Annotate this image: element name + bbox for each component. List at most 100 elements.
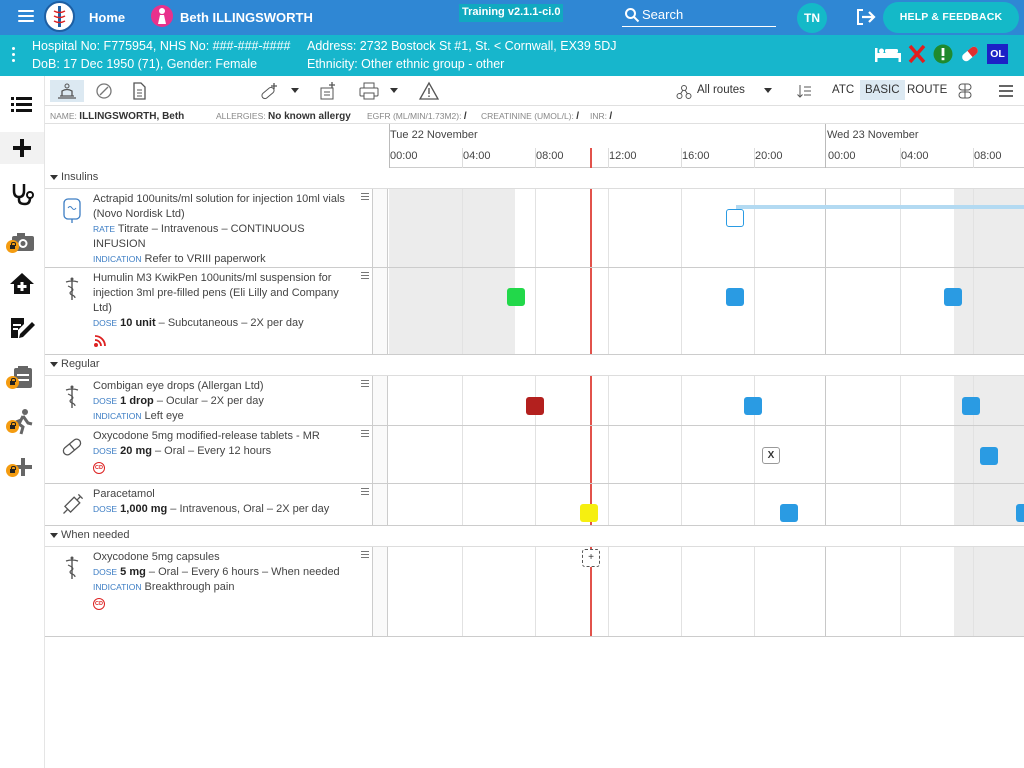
medication-row[interactable]: Humulin M3 KwikPen 100units/ml suspensio…: [45, 268, 1024, 355]
dose-marker-missed[interactable]: [526, 397, 544, 415]
clipboard-icon[interactable]: [6, 362, 38, 394]
atc-view-button[interactable]: ATC: [832, 84, 855, 96]
chevron-down-icon[interactable]: [50, 175, 58, 180]
dose-marker-scheduled[interactable]: [744, 397, 762, 415]
dose-marker-due[interactable]: [580, 504, 598, 522]
dose-amount: 1,000 mg: [120, 503, 168, 515]
more-vertical-icon[interactable]: [12, 47, 16, 65]
stethoscope-icon[interactable]: [6, 178, 38, 210]
dose-details: – Subcutaneous – 2X per day: [155, 317, 304, 329]
rate-value: Titrate – Intravenous – CONTINUOUS INFUS…: [93, 223, 305, 250]
dose-marker-scheduled[interactable]: [980, 447, 998, 465]
dose-marker-administered[interactable]: [507, 288, 525, 306]
print-icon[interactable]: [357, 80, 381, 102]
patient-ethnicity: Ethnicity: Other ethnic group - other: [307, 57, 505, 71]
add-plus-icon[interactable]: [0, 132, 44, 164]
current-time-line: [590, 168, 592, 637]
dose-marker-scheduled[interactable]: [726, 209, 744, 227]
hamburger-menu-icon[interactable]: [998, 84, 1014, 98]
dose-marker-scheduled[interactable]: [726, 288, 744, 306]
indication-value: Refer to VRIII paperwork: [144, 253, 266, 265]
camera-icon[interactable]: [6, 226, 38, 258]
add-locked-icon[interactable]: [6, 450, 38, 482]
route-view-button[interactable]: ROUTE: [907, 84, 948, 96]
warning-icon[interactable]: [417, 80, 441, 102]
dose-key: DOSE: [93, 567, 118, 577]
bed-icon[interactable]: [873, 44, 903, 64]
drag-handle-icon[interactable]: [361, 551, 369, 560]
hospital-number: Hospital No: F775954, NHS No: ###-###-##…: [32, 39, 291, 53]
indication-value: Left eye: [144, 410, 184, 422]
syringe-icon: [63, 493, 83, 514]
add-prn-dose-button[interactable]: +: [582, 549, 600, 567]
chevron-down-icon[interactable]: [50, 362, 58, 367]
indication-key: INDICATION: [93, 582, 142, 592]
dose-marker-scheduled[interactable]: [780, 504, 798, 522]
list-icon[interactable]: [6, 88, 38, 120]
dose-amount: 20 mg: [120, 445, 152, 457]
medication-row[interactable]: Oxycodone 5mg modified-release tablets -…: [45, 426, 1024, 484]
patient-name[interactable]: Beth ILLINGSWORTH: [180, 10, 313, 25]
grid-settings-icon[interactable]: [955, 81, 975, 101]
chevron-down-icon[interactable]: [50, 533, 58, 538]
lock-icon: [6, 240, 19, 253]
drag-handle-icon[interactable]: [361, 430, 369, 439]
close-red-icon[interactable]: [908, 44, 926, 64]
drag-handle-icon[interactable]: [361, 380, 369, 389]
medication-row[interactable]: Actrapid 100units/ml solution for inject…: [45, 189, 1024, 268]
lock-icon: [6, 420, 19, 433]
exclamation-alert-icon[interactable]: [933, 44, 953, 64]
infusion-bar[interactable]: [736, 205, 1024, 209]
help-feedback-button[interactable]: HELP & FEEDBACK: [883, 2, 1019, 33]
medication-name: Actrapid 100units/ml solution for inject…: [93, 193, 345, 220]
add-protocol-icon[interactable]: [316, 80, 340, 102]
routes-filter[interactable]: All routes: [697, 84, 745, 96]
medication-chart: X + Insulins Actrapid 100units/ml soluti…: [45, 168, 1024, 637]
edit-document-icon[interactable]: [6, 312, 38, 344]
sort-icon[interactable]: [796, 83, 812, 99]
administer-hand-icon[interactable]: [50, 80, 84, 102]
medication-pill-icon[interactable]: [959, 44, 981, 64]
document-icon[interactable]: [127, 80, 151, 102]
discontinue-icon[interactable]: [92, 80, 116, 102]
drag-handle-icon[interactable]: [361, 193, 369, 202]
routes-icon: [676, 85, 692, 99]
app-logo[interactable]: [44, 1, 75, 32]
drag-handle-icon[interactable]: [361, 488, 369, 497]
hamburger-menu-icon[interactable]: [18, 10, 34, 23]
dose-marker-scheduled[interactable]: [962, 397, 980, 415]
section-header-regular[interactable]: Regular: [45, 355, 1024, 376]
home-link[interactable]: Home: [89, 10, 126, 25]
egfr-key: EGFR (ML/MIN/1.73M2):: [367, 111, 462, 121]
medication-row[interactable]: Combigan eye drops (Allergan Ltd) DOSE 1…: [45, 376, 1024, 426]
day-label: Wed 23 November: [827, 129, 919, 141]
dose-marker-scheduled[interactable]: [1016, 504, 1024, 522]
dose-amount: 1 drop: [120, 395, 154, 407]
section-header-insulins[interactable]: Insulins: [45, 168, 1024, 189]
signal-icon: [94, 335, 106, 347]
ol-badge[interactable]: OL: [987, 44, 1008, 64]
dose-marker-scheduled[interactable]: [944, 288, 962, 306]
hour-label: 16:00: [682, 150, 710, 162]
home-plus-icon[interactable]: [6, 268, 38, 300]
walking-person-icon[interactable]: [6, 406, 38, 438]
search-input[interactable]: Search: [622, 5, 776, 27]
medication-info: Paracetamol DOSE 1,000 mg – Intravenous,…: [45, 484, 372, 525]
dose-marker-cancelled[interactable]: X: [762, 447, 780, 464]
chevron-down-icon[interactable]: [390, 88, 398, 93]
medication-row[interactable]: Paracetamol DOSE 1,000 mg – Intravenous,…: [45, 484, 1024, 526]
section-header-when-needed[interactable]: When needed: [45, 526, 1024, 547]
user-avatar[interactable]: TN: [797, 3, 827, 33]
rate-key: RATE: [93, 224, 116, 234]
drag-handle-icon[interactable]: [361, 272, 369, 281]
logout-icon[interactable]: [855, 8, 877, 26]
basic-view-button[interactable]: BASIC: [860, 80, 905, 100]
infusion-bag-icon: [63, 198, 81, 223]
training-version-badge: Training v2.1.1-ci.0: [459, 4, 564, 22]
caduceus-icon: [65, 556, 79, 579]
chevron-down-icon[interactable]: [291, 88, 299, 93]
medication-row[interactable]: Oxycodone 5mg capsules DOSE 5 mg – Oral …: [45, 547, 1024, 637]
hour-label: 00:00: [828, 150, 856, 162]
chevron-down-icon[interactable]: [764, 88, 772, 93]
add-medication-icon[interactable]: [258, 80, 282, 102]
